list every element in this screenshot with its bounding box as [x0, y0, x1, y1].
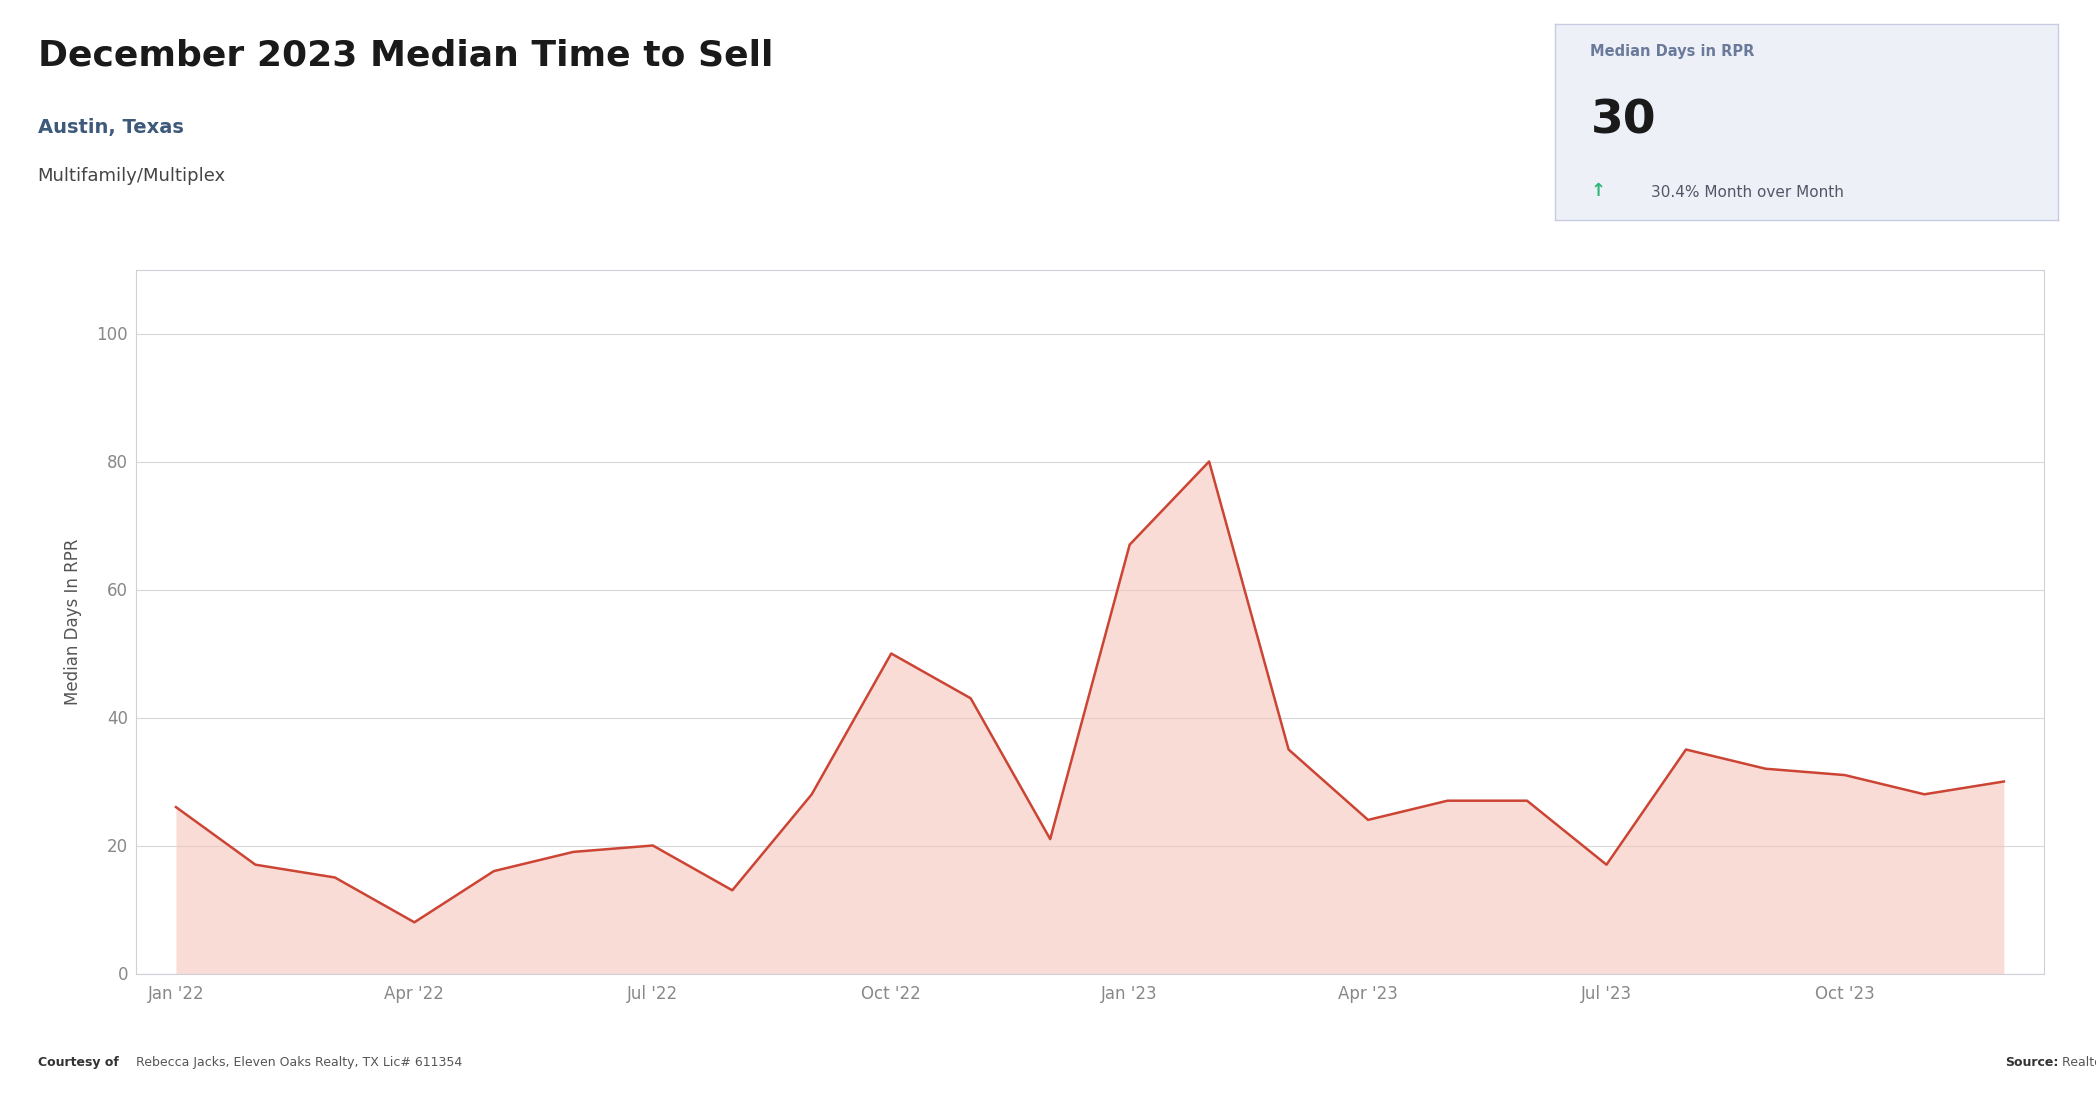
- Text: Rebecca Jacks, Eleven Oaks Realty, TX Lic# 611354: Rebecca Jacks, Eleven Oaks Realty, TX Li…: [132, 1056, 463, 1069]
- Text: Source:: Source:: [2006, 1056, 2058, 1069]
- Text: Austin, Texas: Austin, Texas: [38, 118, 184, 136]
- Text: 30: 30: [1591, 99, 1656, 144]
- Y-axis label: Median Days In RPR: Median Days In RPR: [65, 538, 82, 705]
- Text: 30.4% Month over Month: 30.4% Month over Month: [1652, 186, 1844, 200]
- Text: December 2023 Median Time to Sell: December 2023 Median Time to Sell: [38, 39, 773, 73]
- Text: Realtors Property Resource® analysis based on Listings: Realtors Property Resource® analysis bas…: [2058, 1056, 2096, 1069]
- Text: Multifamily/Multiplex: Multifamily/Multiplex: [38, 167, 226, 185]
- Text: Courtesy of: Courtesy of: [38, 1056, 119, 1069]
- Text: Median Days in RPR: Median Days in RPR: [1591, 44, 1754, 58]
- Text: ↑: ↑: [1591, 183, 1606, 200]
